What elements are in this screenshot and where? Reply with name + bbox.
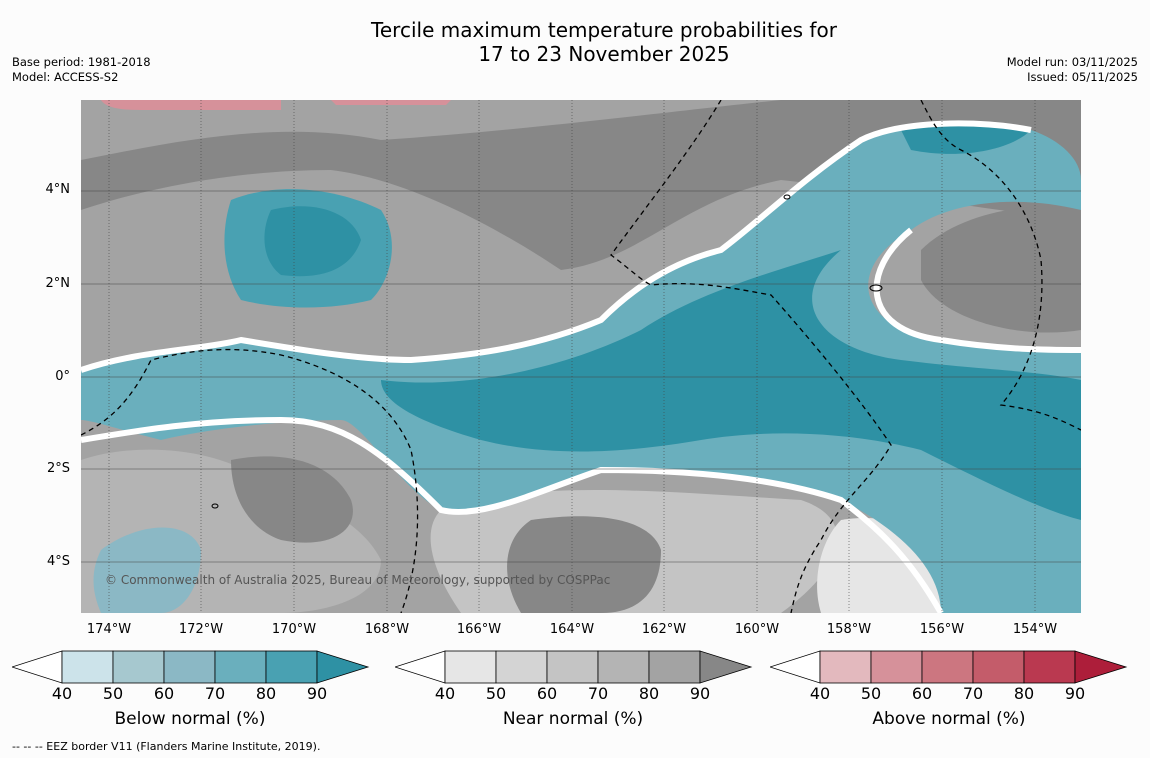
colorbar-extend-low bbox=[768, 650, 821, 684]
meta-left: Base period: 1981-2018 Model: ACCESS-S2 bbox=[12, 55, 151, 85]
legend-above-normal bbox=[768, 650, 1128, 688]
colorbar-below-normal bbox=[10, 650, 370, 684]
colorbar-extend-high bbox=[316, 650, 370, 684]
issued-date: Issued: 05/11/2025 bbox=[1027, 70, 1138, 84]
eez-footnote: -- -- -- EEZ border V11 (Flanders Marine… bbox=[12, 740, 321, 753]
colorbar-bin bbox=[214, 650, 267, 684]
tick-near-50: 50 bbox=[485, 684, 507, 703]
legend-title-near: Near normal (%) bbox=[502, 709, 644, 729]
map-canvas bbox=[81, 100, 1081, 613]
probability-map bbox=[81, 100, 1081, 613]
lon-label-168w: 168°W bbox=[364, 622, 410, 637]
colorbar-bin bbox=[265, 650, 318, 684]
tick-above-70: 70 bbox=[962, 684, 984, 703]
lon-label-166w: 166°W bbox=[456, 622, 502, 637]
colorbar-bin bbox=[163, 650, 216, 684]
colorbar-extend-low bbox=[10, 650, 63, 684]
below-normal-core bbox=[381, 250, 1081, 520]
legend-near-normal bbox=[393, 650, 753, 688]
tick-below-70: 70 bbox=[204, 684, 226, 703]
lon-label-158w: 158°W bbox=[826, 622, 872, 637]
tick-above-90: 90 bbox=[1064, 684, 1086, 703]
colorbar-bin bbox=[1023, 650, 1076, 684]
colorbar-bin bbox=[546, 650, 599, 684]
colorbar-bin bbox=[921, 650, 974, 684]
colorbar-bin bbox=[870, 650, 923, 684]
near-normal-dark-south bbox=[507, 516, 661, 613]
colorbar-extend-high bbox=[1074, 650, 1128, 684]
lat-label-0: 0° bbox=[55, 369, 70, 384]
islands bbox=[211, 194, 883, 509]
lat-label-2s: 2°S bbox=[46, 461, 70, 476]
above-normal-strip-west bbox=[101, 100, 281, 110]
tick-above-80: 80 bbox=[1013, 684, 1035, 703]
title-line-2: 17 to 23 November 2025 bbox=[478, 42, 730, 66]
tick-near-40: 40 bbox=[434, 684, 456, 703]
latitude-gridlines bbox=[81, 190, 1081, 563]
below-normal-northeast-core bbox=[901, 122, 1031, 154]
colorbar-bin bbox=[597, 650, 650, 684]
legend-below-normal bbox=[10, 650, 370, 688]
lat-label-4n: 4°N bbox=[45, 182, 71, 197]
title-line-1: Tercile maximum temperature probabilitie… bbox=[371, 18, 837, 42]
base-period: Base period: 1981-2018 bbox=[12, 55, 151, 69]
colorbar-bin bbox=[819, 650, 872, 684]
model-name: Model: ACCESS-S2 bbox=[12, 70, 119, 84]
model-run: Model run: 03/11/2025 bbox=[1006, 55, 1138, 69]
near-normal-dark-southwest bbox=[231, 456, 353, 543]
lat-label-4s: 4°S bbox=[46, 554, 70, 569]
tick-below-80: 80 bbox=[255, 684, 277, 703]
contour-40-south bbox=[81, 416, 944, 613]
tick-near-60: 60 bbox=[536, 684, 558, 703]
colorbar-bin bbox=[972, 650, 1025, 684]
tick-near-70: 70 bbox=[587, 684, 609, 703]
legend-title-above: Above normal (%) bbox=[872, 709, 1026, 729]
lon-label-172w: 172°W bbox=[178, 622, 224, 637]
colorbar-extend-low bbox=[393, 650, 446, 684]
lon-label-154w: 154°W bbox=[1012, 622, 1058, 637]
lon-label-170w: 170°W bbox=[271, 622, 317, 637]
colorbar-above-normal bbox=[768, 650, 1128, 684]
tick-above-60: 60 bbox=[911, 684, 933, 703]
colorbar-bin bbox=[112, 650, 165, 684]
lat-label-2n: 2°N bbox=[45, 276, 71, 291]
tick-near-90: 90 bbox=[689, 684, 711, 703]
legend-title-below: Below normal (%) bbox=[114, 709, 266, 729]
map-title: Tercile maximum temperature probabilitie… bbox=[0, 18, 1150, 66]
lon-label-174w: 174°W bbox=[86, 622, 132, 637]
lon-label-156w: 156°W bbox=[919, 622, 965, 637]
contour-40-north bbox=[81, 120, 1032, 373]
colorbar-extend-high bbox=[699, 650, 753, 684]
copyright-text: © Commonwealth of Australia 2025, Bureau… bbox=[105, 573, 611, 587]
below-normal-southwest bbox=[93, 527, 201, 613]
below-normal-north-core bbox=[264, 206, 361, 277]
colorbar-bin bbox=[444, 650, 497, 684]
eez-borders bbox=[81, 100, 1081, 613]
tick-below-90: 90 bbox=[306, 684, 328, 703]
colorbar-bin bbox=[495, 650, 548, 684]
tick-above-40: 40 bbox=[809, 684, 831, 703]
contour-40-east bbox=[873, 227, 1081, 353]
tick-below-60: 60 bbox=[153, 684, 175, 703]
tick-near-80: 80 bbox=[638, 684, 660, 703]
tick-below-50: 50 bbox=[102, 684, 124, 703]
tick-above-50: 50 bbox=[860, 684, 882, 703]
colorbar-bin bbox=[648, 650, 701, 684]
lon-label-162w: 162°W bbox=[641, 622, 687, 637]
above-normal-strip-east bbox=[331, 100, 451, 105]
colorbar-bin bbox=[61, 650, 114, 684]
tick-below-40: 40 bbox=[51, 684, 73, 703]
lon-label-160w: 160°W bbox=[734, 622, 780, 637]
meta-right: Model run: 03/11/2025 Issued: 05/11/2025 bbox=[1007, 55, 1138, 85]
lon-label-164w: 164°W bbox=[549, 622, 595, 637]
colorbar-near-normal bbox=[393, 650, 753, 684]
near-normal-dark-north bbox=[81, 100, 1081, 270]
